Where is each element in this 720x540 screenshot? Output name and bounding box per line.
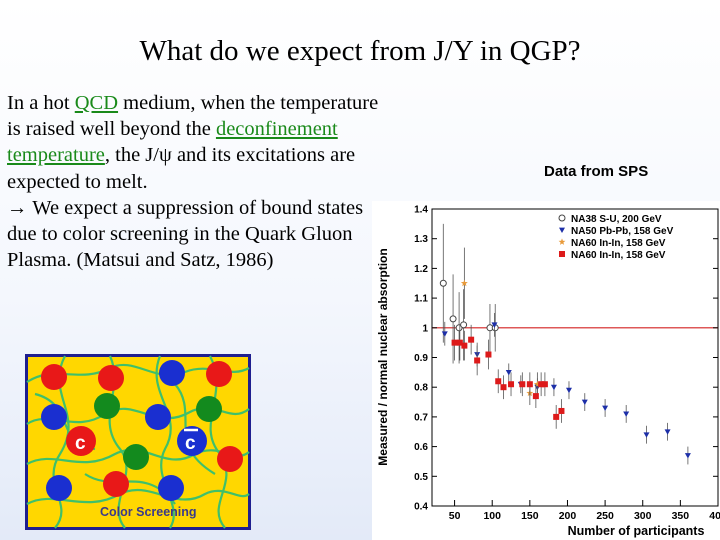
marker-square xyxy=(559,251,565,257)
legend-entry: NA60 In-In, 158 GeV xyxy=(571,238,666,249)
y-tick-label: 1 xyxy=(422,323,428,334)
y-tick-label: 1.3 xyxy=(414,234,428,245)
text-conclusion: We expect a suppression of bound states … xyxy=(7,196,364,272)
marker-open-circle xyxy=(558,214,566,222)
x-tick-label: 250 xyxy=(596,510,614,522)
marker-triangle xyxy=(581,399,588,406)
deconfinement-link[interactable]: deconfinement temperature xyxy=(7,118,338,167)
y-tick-label: 0.4 xyxy=(414,502,428,513)
marker-star xyxy=(533,380,541,388)
y-tick-label: 0.6 xyxy=(414,442,428,453)
marker-square xyxy=(553,413,560,420)
marker-square xyxy=(508,381,515,388)
x-tick-label: 200 xyxy=(559,510,577,522)
x-tick-label: 400 xyxy=(709,510,720,522)
x-tick-label: 300 xyxy=(634,510,652,522)
legend-entry: NA50 Pb-Pb, 158 GeV xyxy=(571,226,674,237)
slide-title: What do we expect from J/Y in QGP? xyxy=(139,35,581,67)
jpsi-suppression-chart: 0.4 0.5 0.6 0.7 0.8 0.9 1 1.1 1.2 1.3 1.4 50 100 150… xyxy=(372,201,720,540)
text-part-3: , the J/ψ and its excitations are expect… xyxy=(7,144,356,193)
marker-triangle xyxy=(643,432,650,438)
marker-square xyxy=(485,351,492,358)
marker-square xyxy=(451,339,458,346)
data-source-label: Data from SPS xyxy=(544,163,649,180)
y-tick-label: 1.1 xyxy=(414,294,428,305)
anticharm-quark-label: c xyxy=(185,433,196,454)
marker-square xyxy=(474,357,481,364)
text-part-2: medium, when the temperature is raised w… xyxy=(7,92,379,141)
arrow-right-icon: → xyxy=(7,196,28,219)
marker-open-circle xyxy=(449,315,457,323)
marker-open-circle xyxy=(439,279,447,287)
marker-square xyxy=(558,407,565,414)
marker-square xyxy=(538,381,545,388)
x-tick-label: 150 xyxy=(521,510,539,522)
color-screening-figure: c c Color Screening xyxy=(25,354,251,530)
y-axis: 0.4 0.5 0.6 0.7 0.8 0.9 1 1.1 1.2 1.3 1.4 xyxy=(414,205,718,513)
x-tick-label: 350 xyxy=(672,510,690,522)
charm-quark-label: c xyxy=(75,433,86,454)
marker-square xyxy=(526,381,533,388)
body-paragraph: In a hot QCD medium, when the temperatur… xyxy=(7,90,379,273)
marker-star xyxy=(558,238,566,245)
x-axis: 50 100 150 200 250 300 350 400 xyxy=(449,500,720,522)
y-tick-label: 0.7 xyxy=(414,412,428,423)
marker-triangle xyxy=(559,227,565,233)
text-part-1: In a hot xyxy=(7,92,75,114)
marker-open-circle xyxy=(460,321,468,329)
marker-triangle xyxy=(491,322,498,328)
marker-square xyxy=(456,339,463,346)
marker-square xyxy=(461,342,468,349)
x-axis-label: Number of participants xyxy=(568,524,705,538)
y-tick-label: 0.9 xyxy=(414,353,428,364)
legend-entry: NA38 S-U, 200 GeV xyxy=(571,214,662,225)
marker-square xyxy=(532,393,539,400)
color-screening-caption: Color Screening xyxy=(100,505,197,519)
marker-square xyxy=(541,381,548,388)
marker-triangle xyxy=(505,369,512,376)
marker-square xyxy=(495,378,502,385)
y-axis-label: Measured / normal nuclear absorption xyxy=(376,248,390,465)
y-tick-label: 0.5 xyxy=(414,472,428,483)
x-tick-label: 50 xyxy=(449,510,461,522)
qcd-link[interactable]: QCD xyxy=(74,92,119,114)
marker-triangle xyxy=(441,331,448,337)
marker-triangle xyxy=(623,411,630,417)
y-tick-label: 0.8 xyxy=(414,383,428,394)
marker-square xyxy=(519,381,526,388)
x-tick-label: 100 xyxy=(483,510,501,522)
legend-entry: NA60 In-In, 158 GeV xyxy=(571,250,666,261)
y-tick-label: 1.2 xyxy=(414,264,428,275)
marker-square xyxy=(500,384,507,391)
marker-star xyxy=(460,279,468,287)
marker-triangle xyxy=(664,429,671,435)
marker-triangle xyxy=(565,387,572,394)
marker-triangle xyxy=(684,453,691,459)
marker-triangle xyxy=(550,384,557,391)
data-points xyxy=(439,223,691,465)
marker-triangle xyxy=(602,405,609,411)
y-tick-label: 1.4 xyxy=(414,205,428,216)
color-charges xyxy=(41,360,243,501)
marker-square xyxy=(468,336,475,343)
